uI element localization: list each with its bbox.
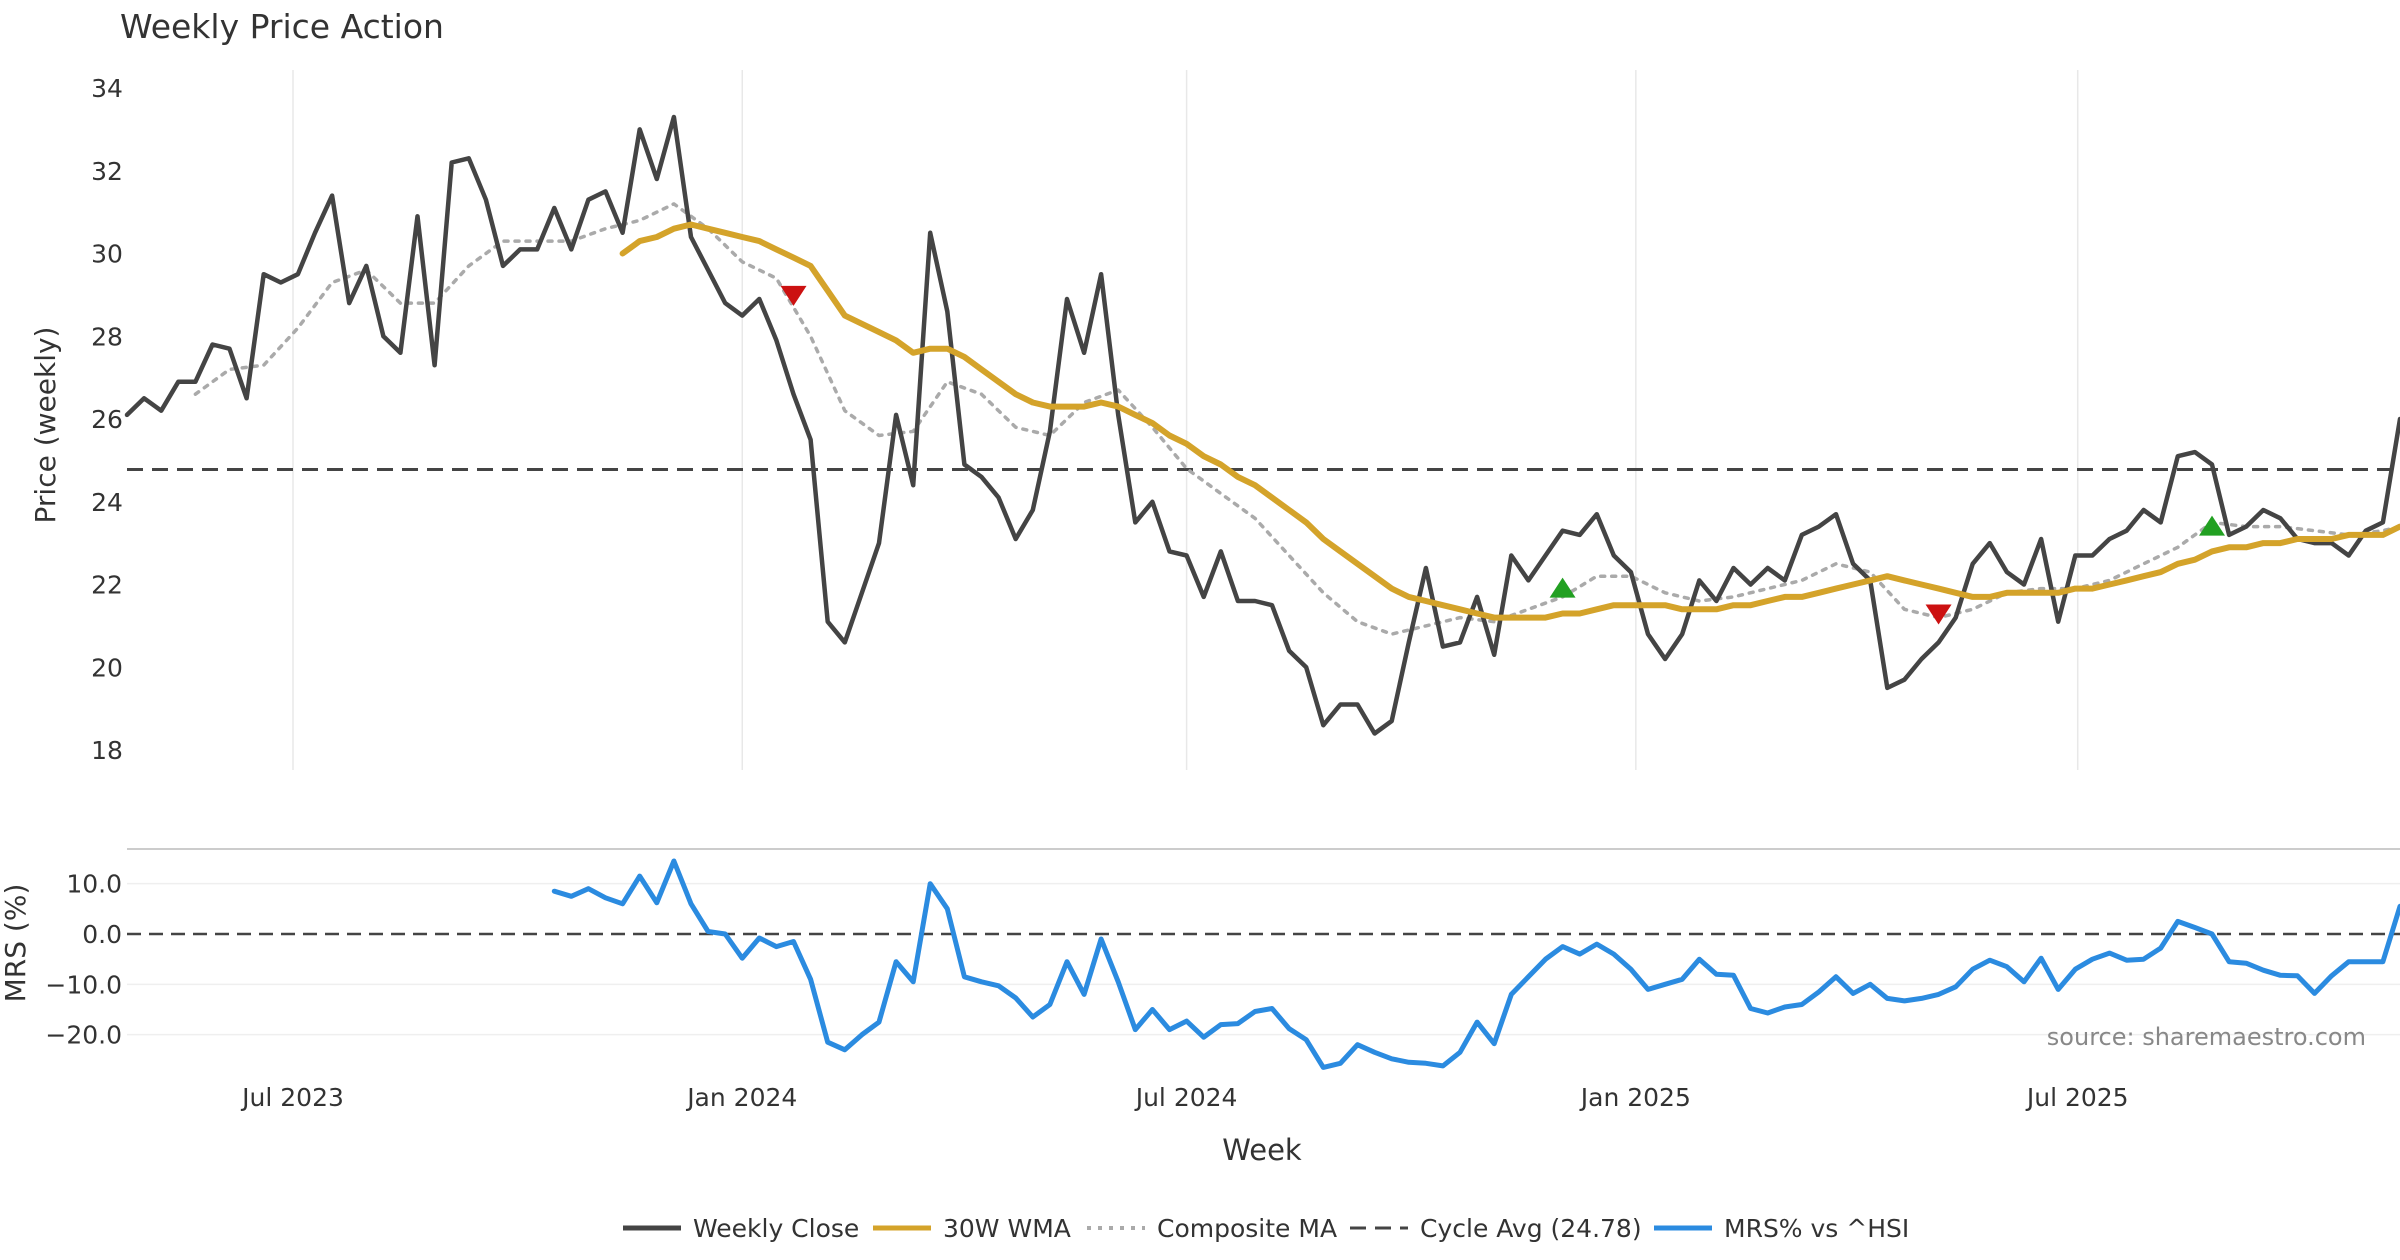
price-y-axis-label: Price (weekly): [29, 327, 62, 524]
legend-label: Composite MA: [1157, 1214, 1337, 1243]
price-panel: 18 20 22 24 26 28 30 32 34: [91, 70, 2400, 770]
mrs-line: [551, 858, 2400, 1070]
price-y-tick-label: 28: [91, 322, 123, 351]
price-y-tick-label: 22: [91, 571, 123, 600]
wma-30w-line: [619, 221, 2400, 621]
x-tick-label: Jul 2023: [240, 1083, 344, 1112]
mrs-y-axis-label: MRS (%): [0, 884, 32, 1003]
x-tick-label: Jan 2025: [1579, 1083, 1691, 1112]
composite-ma-line: [193, 202, 2400, 636]
sell-signal-marker: [780, 285, 807, 306]
price-y-tick-label: 20: [91, 653, 123, 682]
legend-label: Cycle Avg (24.78): [1420, 1214, 1642, 1243]
x-tick-label: Jul 2025: [2025, 1083, 2129, 1112]
price-y-tick-label: 32: [91, 157, 123, 186]
price-chart-title: Weekly Price Action: [120, 7, 444, 46]
mrs-panel: 10.0 0.0 −10.0 −20.0 Jul 2023 Jan 2024 Jul 202…: [45, 848, 2400, 1112]
sell-signal-marker: [1925, 604, 1952, 625]
legend-label: 30W WMA: [943, 1214, 1071, 1243]
price-y-tick-label: 26: [91, 405, 123, 434]
x-tick-label: Jul 2024: [1134, 1083, 1238, 1112]
mrs-y-tick-label: −10.0: [45, 970, 122, 999]
price-y-tick-label: 18: [91, 736, 123, 765]
price-y-tick-label: 24: [91, 488, 123, 517]
x-axis-label: Week: [1222, 1133, 1302, 1167]
buy-signal-marker: [2199, 515, 2226, 536]
mrs-y-tick-label: −20.0: [45, 1021, 122, 1050]
legend-label: MRS% vs ^HSI: [1724, 1214, 1909, 1243]
price-y-tick-label: 30: [91, 240, 123, 269]
weekly-close-line: [124, 114, 2400, 736]
legend: Weekly Close 30W WMA Composite MA Cycle Avg…: [623, 1214, 1909, 1243]
source-note: source: sharemaestro.com: [2047, 1023, 2366, 1051]
x-tick-label: Jan 2024: [685, 1083, 797, 1112]
price-y-tick-label: 34: [91, 74, 123, 103]
mrs-y-tick-label: 0.0: [82, 920, 122, 949]
buy-signal-marker: [1549, 577, 1576, 598]
mrs-y-tick-label: 10.0: [66, 870, 122, 899]
legend-label: Weekly Close: [693, 1214, 859, 1243]
